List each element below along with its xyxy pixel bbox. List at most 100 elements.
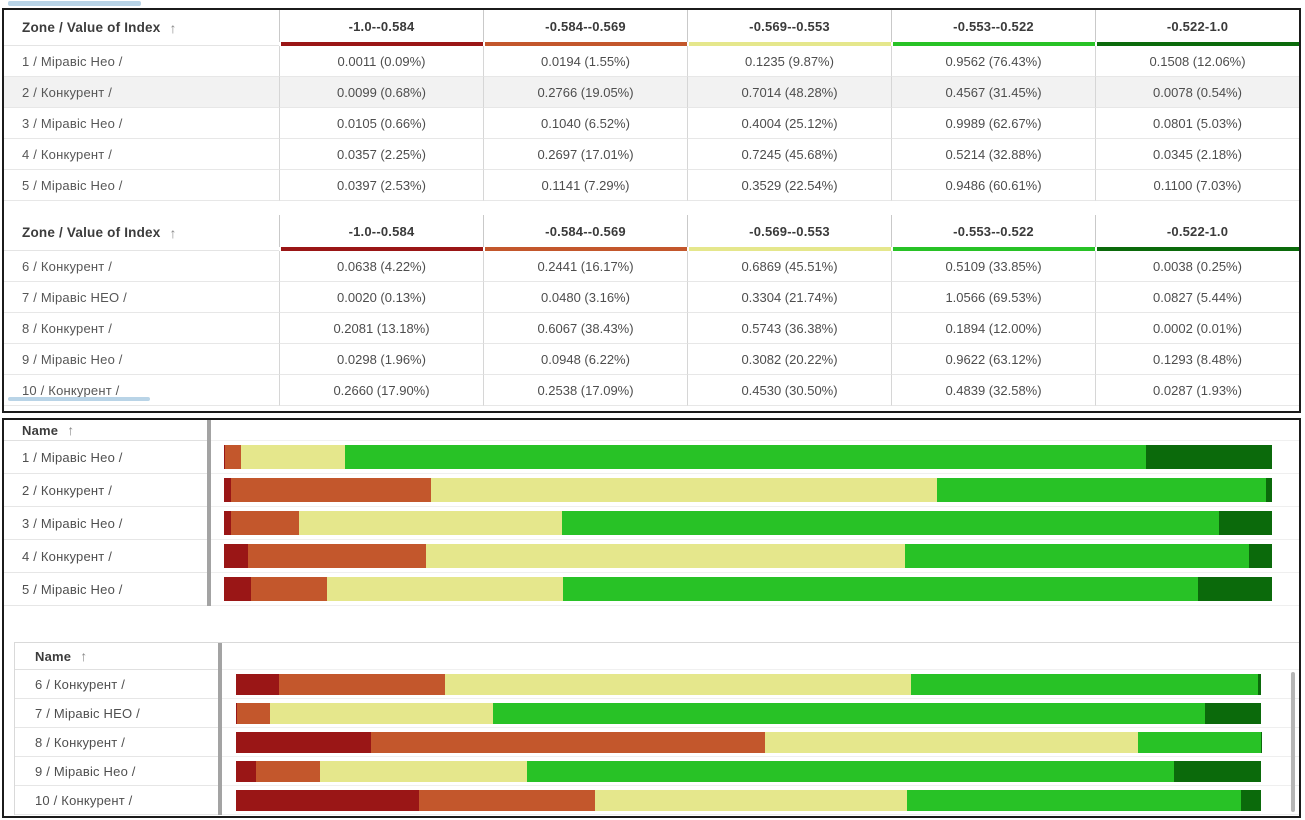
value-cell[interactable]: 0.0480 (3.16%): [483, 282, 687, 313]
value-cell[interactable]: 0.1141 (7.29%): [483, 170, 687, 201]
value-cell[interactable]: 0.1894 (12.00%): [891, 313, 1095, 344]
value-cell[interactable]: 0.2081 (13.18%): [279, 313, 483, 344]
column-header-bin2[interactable]: -0.584--0.569: [483, 215, 687, 247]
value-cell[interactable]: 0.5743 (36.38%): [687, 313, 891, 344]
value-cell[interactable]: 1.0566 (69.53%): [891, 282, 1095, 313]
column-header-bin1[interactable]: -1.0--0.584: [279, 10, 483, 42]
value-cell[interactable]: 0.3529 (22.54%): [687, 170, 891, 201]
value-cell[interactable]: 0.2441 (16.17%): [483, 251, 687, 282]
value-cell[interactable]: 0.1235 (9.87%): [687, 46, 891, 77]
row-label[interactable]: 7 / Міравіс НЕО /: [4, 282, 279, 313]
vertical-scrollbar-chart2[interactable]: [1291, 672, 1295, 812]
value-cell[interactable]: 0.4004 (25.12%): [687, 108, 891, 139]
value-cell[interactable]: 0.0357 (2.25%): [279, 139, 483, 170]
value-cell[interactable]: 0.0002 (0.01%): [1095, 313, 1299, 344]
horizontal-scrollbar-mid[interactable]: [8, 397, 150, 401]
row-label[interactable]: 3 / Міравіс Нео /: [4, 108, 279, 139]
value-cell[interactable]: 0.2697 (17.01%): [483, 139, 687, 170]
chart-row-label[interactable]: 4 / Конкурент /: [4, 540, 207, 573]
value-cell[interactable]: 0.2538 (17.09%): [483, 375, 687, 406]
value-cell[interactable]: 0.4530 (30.50%): [687, 375, 891, 406]
value-cell[interactable]: 0.9562 (76.43%): [891, 46, 1095, 77]
value-cell[interactable]: 0.0948 (6.22%): [483, 344, 687, 375]
chart-row-label[interactable]: 1 / Міравіс Нео /: [4, 441, 207, 474]
stacked-bar[interactable]: [224, 445, 1272, 469]
column-header-bin5[interactable]: -0.522-1.0: [1095, 215, 1299, 247]
row-label[interactable]: 10 / Конкурент /: [4, 375, 279, 406]
value-cell[interactable]: 0.3082 (20.22%): [687, 344, 891, 375]
value-cell[interactable]: 0.1293 (8.48%): [1095, 344, 1299, 375]
value-cell[interactable]: 0.4839 (32.58%): [891, 375, 1095, 406]
stacked-bar[interactable]: [236, 760, 1261, 782]
value-cell[interactable]: 0.7014 (48.28%): [687, 77, 891, 108]
chart-row-label[interactable]: 7 / Міравіс НЕО /: [15, 699, 218, 728]
column-header-bin4[interactable]: -0.553--0.522: [891, 215, 1095, 247]
value-cell[interactable]: 0.5109 (33.85%): [891, 251, 1095, 282]
stacked-bar[interactable]: [224, 478, 1272, 502]
chart-row-label[interactable]: 10 / Конкурент /: [15, 786, 218, 815]
stacked-bar[interactable]: [236, 789, 1261, 811]
value-cell[interactable]: 0.6869 (45.51%): [687, 251, 891, 282]
value-cell[interactable]: 0.4567 (31.45%): [891, 77, 1095, 108]
column-header-bin2[interactable]: -0.584--0.569: [483, 10, 687, 42]
column-header-bin3[interactable]: -0.569--0.553: [687, 215, 891, 247]
row-label[interactable]: 4 / Конкурент /: [4, 139, 279, 170]
chart-row-label[interactable]: 3 / Міравіс Нео /: [4, 507, 207, 540]
chart-row-label[interactable]: 9 / Міравіс Нео /: [15, 757, 218, 786]
value-cell[interactable]: 0.0638 (4.22%): [279, 251, 483, 282]
value-cell[interactable]: 0.1100 (7.03%): [1095, 170, 1299, 201]
stacked-bar[interactable]: [236, 731, 1261, 753]
stacked-bar[interactable]: [224, 544, 1272, 568]
value-cell[interactable]: 0.9989 (62.67%): [891, 108, 1095, 139]
value-cell[interactable]: 0.3304 (21.74%): [687, 282, 891, 313]
row-label[interactable]: 6 / Конкурент /: [4, 251, 279, 282]
chart-row-label[interactable]: 2 / Конкурент /: [4, 474, 207, 507]
column-header-bin4[interactable]: -0.553--0.522: [891, 10, 1095, 42]
value-cell[interactable]: 0.0078 (0.54%): [1095, 77, 1299, 108]
row-label[interactable]: 5 / Міравіс Нео /: [4, 170, 279, 201]
value-cell[interactable]: 0.0194 (1.55%): [483, 46, 687, 77]
column-splitter[interactable]: [207, 420, 211, 606]
column-header-bin5[interactable]: -0.522-1.0: [1095, 10, 1299, 42]
chart-row-label[interactable]: 5 / Міравіс Нео /: [4, 573, 207, 606]
chart-sort-header[interactable]: Name ↑: [15, 643, 218, 670]
stacked-bar[interactable]: [236, 673, 1261, 695]
value-cell[interactable]: 0.2766 (19.05%): [483, 77, 687, 108]
value-cell[interactable]: 0.0020 (0.13%): [279, 282, 483, 313]
column-header-bin1[interactable]: -1.0--0.584: [279, 215, 483, 247]
value-cell[interactable]: 0.0038 (0.25%): [1095, 251, 1299, 282]
stacked-bar[interactable]: [224, 577, 1272, 601]
row-label[interactable]: 1 / Міравіс Нео /: [4, 46, 279, 77]
value-cell[interactable]: 0.0105 (0.66%): [279, 108, 483, 139]
value-cell[interactable]: 0.6067 (38.43%): [483, 313, 687, 344]
value-cell[interactable]: 0.0827 (5.44%): [1095, 282, 1299, 313]
row-label[interactable]: 2 / Конкурент /: [4, 77, 279, 108]
chart-row-label[interactable]: 6 / Конкурент /: [15, 670, 218, 699]
chart-sort-header[interactable]: Name ↑: [4, 420, 207, 441]
value-cell[interactable]: 0.0345 (2.18%): [1095, 139, 1299, 170]
value-cell[interactable]: 0.9622 (63.12%): [891, 344, 1095, 375]
value-cell[interactable]: 0.0801 (5.03%): [1095, 108, 1299, 139]
value-cell[interactable]: 0.7245 (45.68%): [687, 139, 891, 170]
value-cell[interactable]: 0.1040 (6.52%): [483, 108, 687, 139]
row-label[interactable]: 8 / Конкурент /: [4, 313, 279, 344]
value-cell[interactable]: 0.0298 (1.96%): [279, 344, 483, 375]
value-cell[interactable]: 0.0011 (0.09%): [279, 46, 483, 77]
table-sort-header[interactable]: Zone / Value of Index ↑: [4, 215, 279, 251]
value-cell[interactable]: 0.0099 (0.68%): [279, 77, 483, 108]
value-cell[interactable]: 0.0397 (2.53%): [279, 170, 483, 201]
row-label[interactable]: 9 / Міравіс Нео /: [4, 344, 279, 375]
column-header-bin3[interactable]: -0.569--0.553: [687, 10, 891, 42]
value-cell[interactable]: 0.2660 (17.90%): [279, 375, 483, 406]
chart-row-label[interactable]: 8 / Конкурент /: [15, 728, 218, 757]
table-sort-header[interactable]: Zone / Value of Index ↑: [4, 10, 279, 46]
column-color-underline-bin5: [1095, 247, 1299, 251]
value-cell[interactable]: 0.5214 (32.88%): [891, 139, 1095, 170]
value-cell[interactable]: 0.0287 (1.93%): [1095, 375, 1299, 406]
horizontal-scrollbar-top[interactable]: [8, 1, 141, 6]
value-cell[interactable]: 0.1508 (12.06%): [1095, 46, 1299, 77]
column-splitter[interactable]: [218, 643, 222, 815]
value-cell[interactable]: 0.9486 (60.61%): [891, 170, 1095, 201]
stacked-bar[interactable]: [224, 511, 1272, 535]
stacked-bar[interactable]: [236, 702, 1261, 724]
